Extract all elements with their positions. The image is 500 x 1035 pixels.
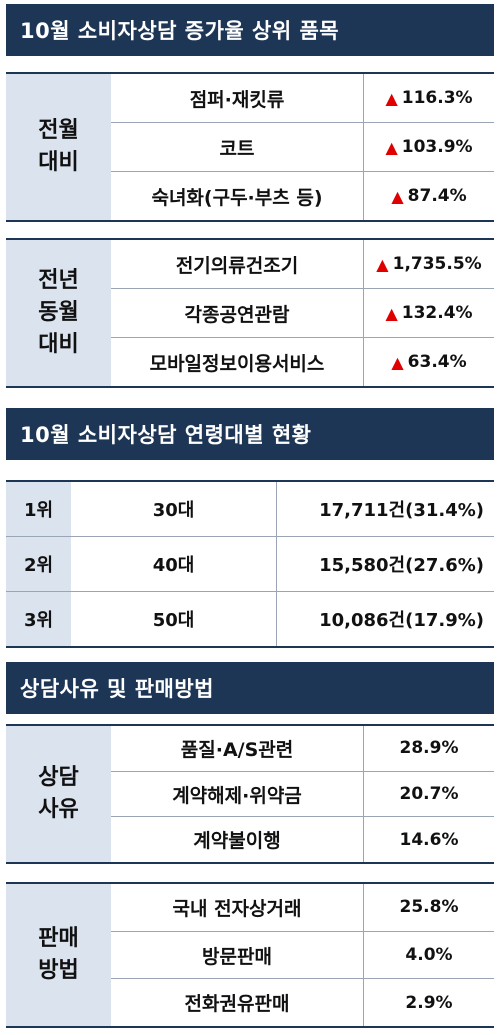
- item-label: 국내 전자상거래: [111, 884, 364, 931]
- table-row: 국내 전자상거래 25.8%: [111, 884, 494, 932]
- table-row: 계약해제·위약금 20.7%: [111, 771, 494, 818]
- age-cell: 40대: [71, 537, 277, 591]
- item-label: 각종공연관람: [111, 289, 364, 337]
- table-row: 3위 50대 10,086건(17.9%): [6, 592, 494, 646]
- group-header-text: 전월 대비: [38, 118, 79, 175]
- group-header: 전년 동월 대비: [6, 240, 111, 386]
- section2-title: 10월 소비자상담 연령대별 현황: [6, 408, 494, 460]
- up-arrow-icon: ▲: [391, 186, 404, 206]
- item-label: 코트: [111, 123, 364, 171]
- item-label: 품질·A/S관련: [111, 726, 364, 771]
- rate-value: 132.4%: [401, 303, 473, 323]
- table-row: 2위 40대 15,580건(27.6%): [6, 537, 494, 592]
- table-row: 각종공연관람 ▲ 132.4%: [111, 289, 494, 338]
- group-header-text: 판매 방법: [38, 926, 79, 983]
- age-cell: 50대: [71, 592, 277, 646]
- group-header-text: 전년 동월 대비: [38, 268, 79, 357]
- age-cell: 30대: [71, 482, 277, 536]
- table-row: 품질·A/S관련 28.9%: [111, 726, 494, 772]
- item-label: 계약불이행: [111, 817, 364, 863]
- up-arrow-icon: ▲: [391, 352, 404, 372]
- up-arrow-icon: ▲: [385, 303, 398, 323]
- item-label: 점퍼·재킷류: [111, 74, 364, 122]
- count-cell: 10,086건(17.9%): [319, 610, 484, 631]
- section1-title: 10월 소비자상담 증가율 상위 품목: [6, 4, 494, 56]
- age-ranking-table: 1위 30대 17,711건(31.4%) 2위 40대 15,580건(27.…: [6, 480, 494, 648]
- group-header: 상담 사유: [6, 726, 111, 862]
- rate-value: 103.9%: [401, 137, 473, 157]
- item-label: 숙녀화(구두·부츠 등): [111, 172, 364, 220]
- consultation-reason-group: 상담 사유 품질·A/S관련 28.9% 계약해제·위약금 20.7% 계약불이…: [6, 724, 494, 864]
- share-value: 14.6%: [399, 829, 459, 850]
- year-over-year-group: 전년 동월 대비 전기의류건조기 ▲ 1,735.5% 각종공연관람 ▲ 132.4…: [6, 238, 494, 388]
- table-row: 점퍼·재킷류 ▲ 116.3%: [111, 74, 494, 123]
- share-value: 28.9%: [399, 738, 459, 759]
- group-header: 판매 방법: [6, 884, 111, 1026]
- table-row: 1위 30대 17,711건(31.4%): [6, 482, 494, 537]
- up-arrow-icon: ▲: [376, 254, 389, 274]
- item-label: 방문판매: [111, 931, 364, 979]
- share-value: 20.7%: [399, 784, 459, 804]
- up-arrow-icon: ▲: [385, 137, 398, 157]
- rank-cell: 3위: [6, 592, 71, 646]
- group-header: 전월 대비: [6, 74, 111, 220]
- sales-method-group: 판매 방법 국내 전자상거래 25.8% 방문판매 4.0% 전화권유판매 2.…: [6, 882, 494, 1028]
- count-cell: 15,580건(27.6%): [319, 555, 484, 576]
- up-arrow-icon: ▲: [385, 88, 398, 108]
- rank-cell: 1위: [6, 482, 71, 536]
- count-cell: 17,711건(31.4%): [319, 500, 484, 521]
- section3-title: 상담사유 및 판매방법: [6, 662, 494, 714]
- rate-value: 116.3%: [401, 88, 473, 108]
- table-row: 숙녀화(구두·부츠 등) ▲ 87.4%: [111, 172, 494, 220]
- rate-value: 87.4%: [407, 186, 467, 206]
- rate-value: 63.4%: [407, 352, 467, 372]
- rate-value: 1,735.5%: [392, 254, 482, 274]
- share-value: 2.9%: [405, 992, 453, 1013]
- share-value: 25.8%: [399, 897, 459, 918]
- item-label: 전기의류건조기: [111, 240, 364, 288]
- rank-cell: 2위: [6, 537, 71, 591]
- group-header-text: 상담 사유: [38, 765, 79, 822]
- table-row: 모바일정보이용서비스 ▲ 63.4%: [111, 338, 494, 386]
- item-label: 전화권유판매: [111, 979, 364, 1027]
- table-row: 전기의류건조기 ▲ 1,735.5%: [111, 240, 494, 289]
- table-row: 계약불이행 14.6%: [111, 817, 494, 863]
- month-over-month-group: 전월 대비 점퍼·재킷류 ▲ 116.3% 코트 ▲ 103.9% 숙녀화(구두·부…: [6, 72, 494, 222]
- table-row: 방문판매 4.0%: [111, 931, 494, 980]
- table-row: 전화권유판매 2.9%: [111, 979, 494, 1027]
- item-label: 모바일정보이용서비스: [111, 338, 364, 386]
- share-value: 4.0%: [405, 945, 453, 965]
- item-label: 계약해제·위약금: [111, 771, 364, 817]
- table-row: 코트 ▲ 103.9%: [111, 123, 494, 172]
